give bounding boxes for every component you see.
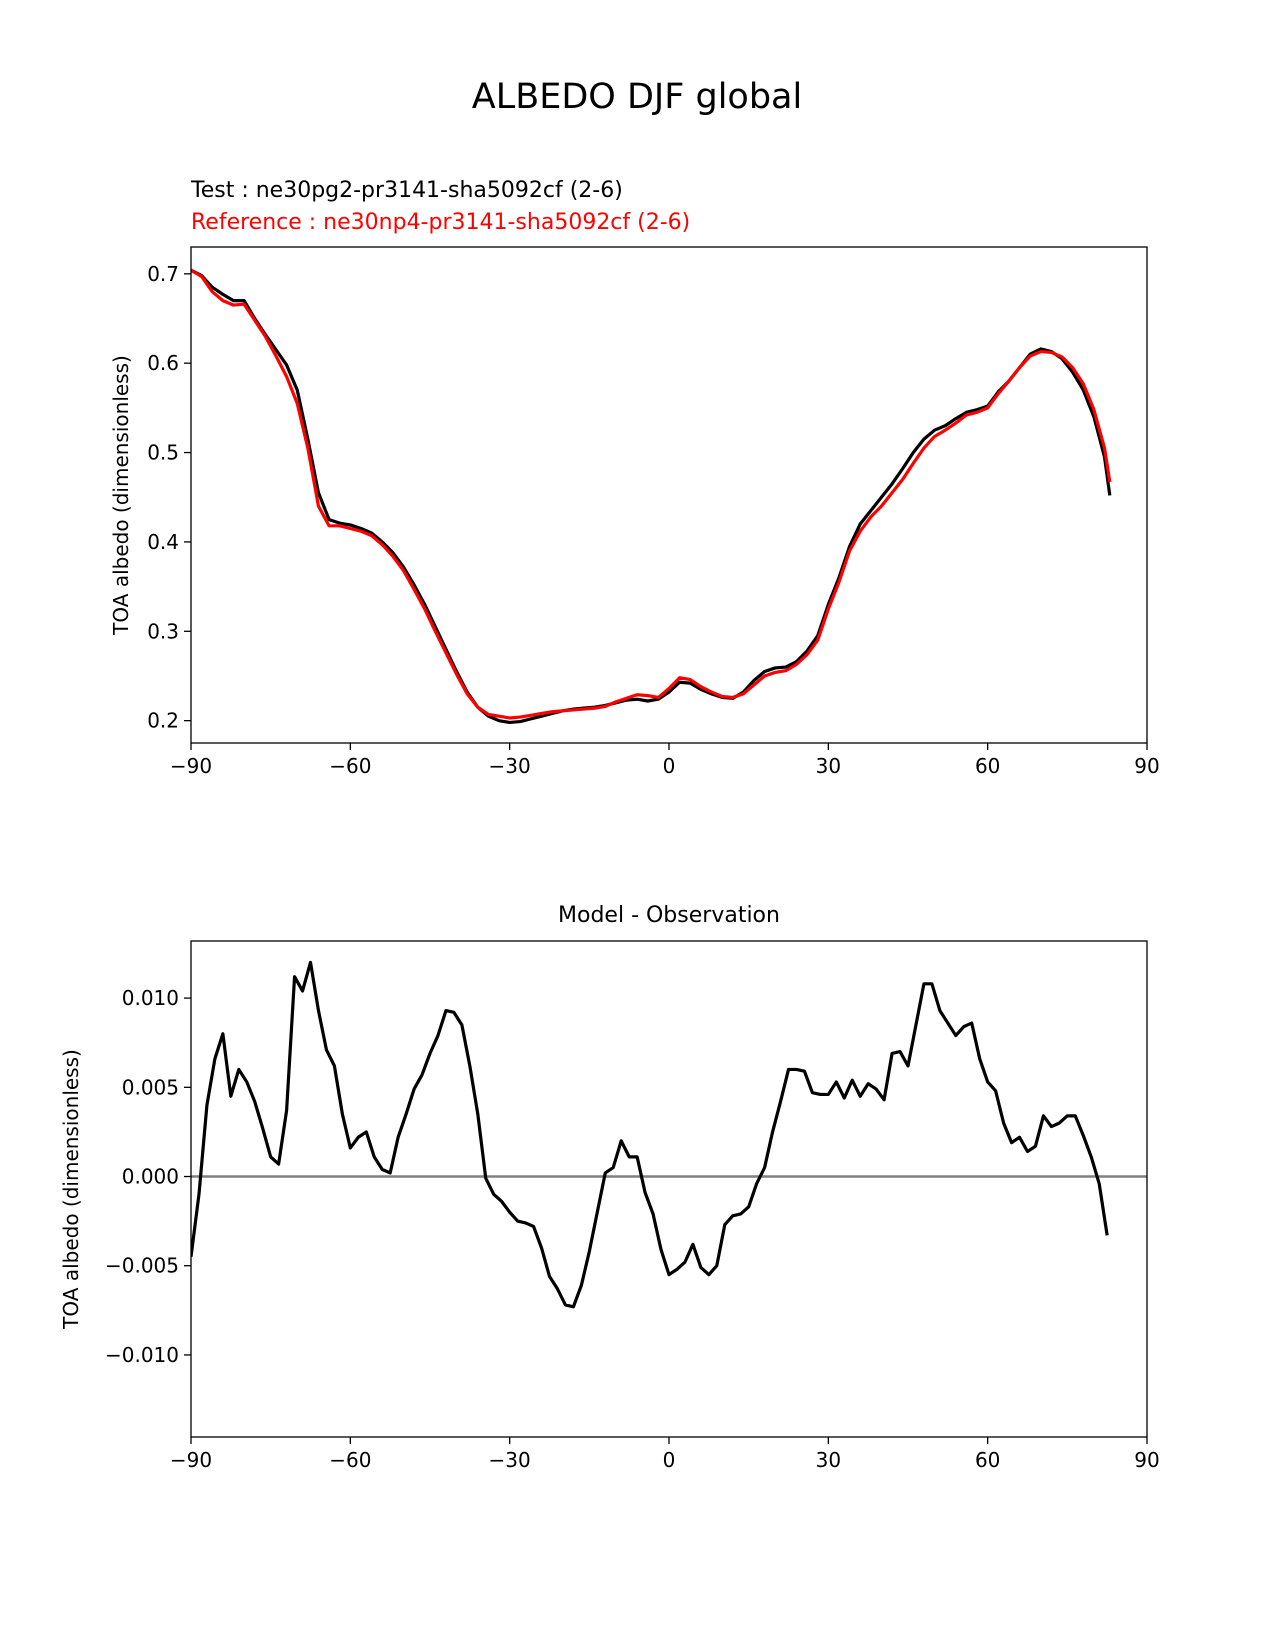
x-tick-label: −90 xyxy=(170,1448,212,1472)
y-tick-label: 0.000 xyxy=(122,1165,179,1189)
y-tick-label: 0.4 xyxy=(147,530,179,554)
x-tick-label: 90 xyxy=(1134,754,1159,778)
y-tick-label: 0.005 xyxy=(122,1075,179,1099)
difference-plot-axes: −90 −60 −30 0 30 60 90 −0.010 −0.005 0.000 0.005 0.… xyxy=(59,940,1160,1472)
x-tick-label: −60 xyxy=(329,1448,371,1472)
test-label: Test : ne30pg2-pr3141-sha5092cf (2-6) xyxy=(190,178,623,203)
y-tick-label: 0.6 xyxy=(147,351,179,375)
x-tick-label: 30 xyxy=(816,754,841,778)
axes-frame xyxy=(190,246,1148,744)
x-tick-label: 60 xyxy=(975,754,1000,778)
y-tick-label: −0.010 xyxy=(105,1343,179,1367)
x-tick-label: 0 xyxy=(663,754,676,778)
figure-title: ALBEDO DJF global xyxy=(472,77,802,117)
reference-series-line xyxy=(191,268,1112,720)
x-tick-label: −60 xyxy=(329,754,371,778)
reference-label: Reference : ne30np4-pr3141-sha5092cf (2-… xyxy=(191,210,690,235)
x-tick-label: −90 xyxy=(170,754,212,778)
x-tick-label: 0 xyxy=(663,1448,676,1472)
top-plot-axes: −90 −60 −30 0 30 60 90 0.2 0.3 0.4 0.5 0.6 0.7 TOA al… xyxy=(109,246,1160,778)
test-series-line xyxy=(191,268,1112,725)
x-tick-label: 30 xyxy=(816,1448,841,1472)
y-axis-label: TOA albedo (dimensionless) xyxy=(109,355,133,636)
x-tick-label: −30 xyxy=(489,754,531,778)
y-tick-label: 0.3 xyxy=(147,619,179,643)
y-tick-label: −0.005 xyxy=(105,1254,179,1278)
x-tick-label: 60 xyxy=(975,1448,1000,1472)
x-tick-label: −30 xyxy=(489,1448,531,1472)
test-series-line xyxy=(191,960,1109,1309)
axes-frame xyxy=(190,940,1148,1438)
difference-plot-title: Model - Observation xyxy=(558,903,780,928)
y-axis-label: TOA albedo (dimensionless) xyxy=(59,1049,83,1330)
y-tick-label: 0.010 xyxy=(122,986,179,1010)
y-tick-label: 0.2 xyxy=(147,709,179,733)
y-tick-label: 0.5 xyxy=(147,441,179,465)
y-tick-label: 0.7 xyxy=(147,262,179,286)
x-tick-label: 90 xyxy=(1134,1448,1159,1472)
